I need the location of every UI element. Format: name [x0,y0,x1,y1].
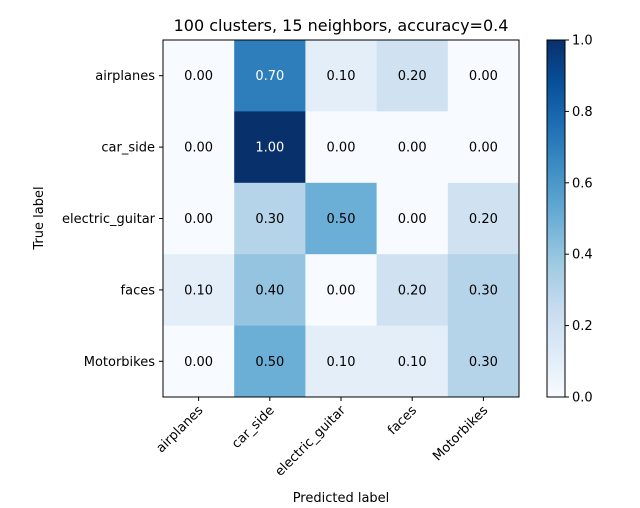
cell-value-label: 0.00 [327,283,356,298]
cell-value-label: 0.00 [327,141,356,156]
heatmap-cell [305,40,378,112]
heatmap-cell [163,254,235,327]
heatmap-cell [234,254,306,327]
heatmap-cell [234,182,306,255]
y-tick-label: airplanes [95,69,155,84]
colorbar [546,39,566,398]
colorbar-tick-label: 1.0 [572,34,593,49]
y-tick-label: electric_guitar [62,212,156,227]
cell-value-label: 0.00 [398,141,427,156]
colorbar-tick-label: 0.2 [572,319,593,334]
heatmap-cell [447,182,520,255]
heatmap-cell [447,111,520,184]
colorbar-tick-label: 0.0 [572,391,593,406]
y-tick-label: Motorbikes [84,355,155,370]
heatmap-cell [305,254,378,327]
heatmap-cell [376,254,449,327]
cell-value-label: 0.10 [327,355,356,370]
heatmap-cell [163,182,235,255]
heatmap-cell [163,111,235,184]
cell-value-label: 0.20 [398,283,427,298]
heatmap-cell [376,182,449,255]
heatmap-cells [163,40,520,398]
cell-value-label: 0.70 [255,69,284,84]
colorbar-tick-label: 0.8 [572,105,593,120]
heatmap-cell [234,111,306,184]
x-tick-label: Motorbikes [430,403,491,464]
heatmap-cell [376,40,449,112]
heatmap-cell [234,325,306,398]
x-tick-label: car_side [229,403,278,452]
heatmap-cell [376,325,449,398]
cell-value-label: 0.30 [469,283,498,298]
cell-value-label: 0.20 [398,69,427,84]
x-tick-label: airplanes [154,403,207,456]
heatmap-cell [447,40,520,112]
cell-value-label: 0.00 [184,69,213,84]
x-tick-label: faces [385,403,420,438]
heatmap-cell [305,111,378,184]
cell-value-label: 0.10 [327,69,356,84]
colorbar-tick-label: 0.4 [572,248,593,263]
heatmap-cell [376,111,449,184]
heatmap-cell [305,325,378,398]
cell-value-label: 0.50 [327,212,356,227]
cell-value-label: 0.10 [184,283,213,298]
cell-value-label: 0.10 [398,355,427,370]
colorbar-axis: 0.0 0.2 0.4 0.6 0.8 1.0 [565,34,593,406]
y-tick-label: faces [121,283,156,298]
heatmap-cell [234,40,306,112]
cell-value-label: 0.30 [255,212,284,227]
y-tick-label: car_side [101,141,155,156]
heatmap-cell [305,182,378,255]
cell-value-label: 0.00 [184,141,213,156]
cell-value-label: 0.00 [469,69,498,84]
chart-title: 100 clusters, 15 neighbors, accuracy=0.4 [174,16,509,35]
cell-value-label: 0.50 [255,355,284,370]
cell-value-label: 0.00 [184,355,213,370]
heatmap-cell [447,325,520,398]
cell-value-label: 1.00 [255,141,284,156]
cell-value-label: 0.00 [469,141,498,156]
heatmap-cell [163,325,235,398]
heatmap-cell [163,40,235,112]
x-axis-label: Predicted label [293,491,390,506]
colorbar-tick-label: 0.6 [572,176,593,191]
cell-value-label: 0.00 [398,212,427,227]
cell-value-label: 0.40 [255,283,284,298]
y-axis-label: True label [32,186,47,250]
heatmap-cell-labels: 0.00 0.70 0.10 0.20 0.00 0.00 1.00 0.00 0.00 0.00… [184,69,498,370]
cell-value-label: 0.00 [184,212,213,227]
cell-value-label: 0.20 [469,212,498,227]
x-tick-label: electric_guitar [272,403,349,480]
cell-value-label: 0.30 [469,355,498,370]
heatmap-cell [447,254,520,327]
